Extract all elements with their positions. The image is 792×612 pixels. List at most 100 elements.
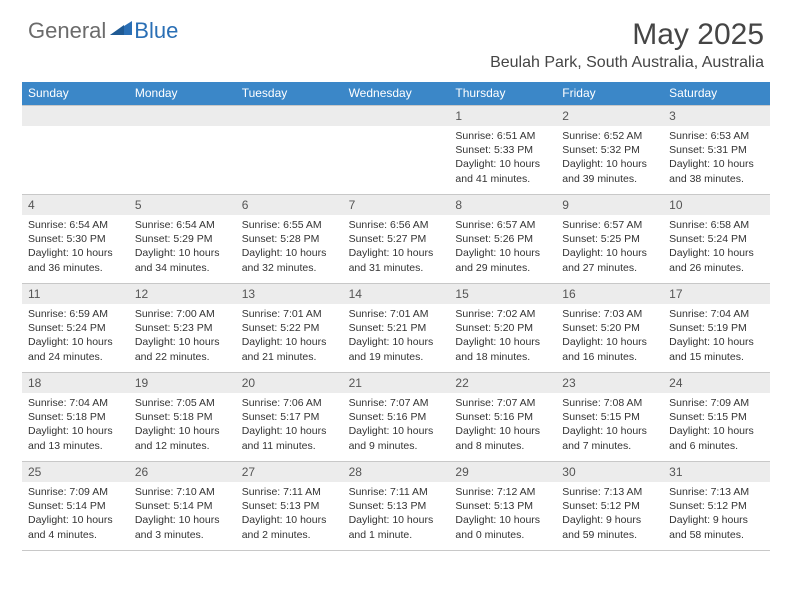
weekday-header-row: Sunday Monday Tuesday Wednesday Thursday…: [22, 82, 770, 105]
sunset-text: Sunset: 5:22 PM: [242, 321, 337, 335]
sunset-text: Sunset: 5:19 PM: [669, 321, 764, 335]
day-cell: 23Sunrise: 7:08 AMSunset: 5:15 PMDayligh…: [556, 373, 663, 461]
day-cell: 19Sunrise: 7:05 AMSunset: 5:18 PMDayligh…: [129, 373, 236, 461]
daylight-text: Daylight: 10 hours and 8 minutes.: [455, 424, 550, 452]
sunset-text: Sunset: 5:20 PM: [455, 321, 550, 335]
day-number: 19: [129, 373, 236, 393]
daylight-text: Daylight: 10 hours and 6 minutes.: [669, 424, 764, 452]
daylight-text: Daylight: 10 hours and 26 minutes.: [669, 246, 764, 274]
location-text: Beulah Park, South Australia, Australia: [490, 54, 764, 72]
daylight-text: Daylight: 10 hours and 19 minutes.: [349, 335, 444, 363]
day-content: Sunrise: 7:11 AMSunset: 5:13 PMDaylight:…: [236, 482, 343, 545]
month-title: May 2025: [490, 18, 764, 52]
sunrise-text: Sunrise: 6:59 AM: [28, 307, 123, 321]
day-number: 13: [236, 284, 343, 304]
weekday-header: Sunday: [22, 82, 129, 105]
sunset-text: Sunset: 5:12 PM: [562, 499, 657, 513]
day-number: 18: [22, 373, 129, 393]
day-content: Sunrise: 6:55 AMSunset: 5:28 PMDaylight:…: [236, 215, 343, 278]
sunset-text: Sunset: 5:18 PM: [135, 410, 230, 424]
day-cell: 22Sunrise: 7:07 AMSunset: 5:16 PMDayligh…: [449, 373, 556, 461]
day-cell: 12Sunrise: 7:00 AMSunset: 5:23 PMDayligh…: [129, 284, 236, 372]
weekday-header: Wednesday: [343, 82, 450, 105]
sunset-text: Sunset: 5:33 PM: [455, 143, 550, 157]
day-cell: 2Sunrise: 6:52 AMSunset: 5:32 PMDaylight…: [556, 106, 663, 194]
bottom-border: [22, 550, 770, 551]
daylight-text: Daylight: 10 hours and 29 minutes.: [455, 246, 550, 274]
daylight-text: Daylight: 10 hours and 38 minutes.: [669, 157, 764, 185]
day-cell: 28Sunrise: 7:11 AMSunset: 5:13 PMDayligh…: [343, 462, 450, 550]
daylight-text: Daylight: 10 hours and 15 minutes.: [669, 335, 764, 363]
sunset-text: Sunset: 5:14 PM: [135, 499, 230, 513]
day-number: 1: [449, 106, 556, 126]
sunrise-text: Sunrise: 6:52 AM: [562, 129, 657, 143]
day-content: Sunrise: 7:07 AMSunset: 5:16 PMDaylight:…: [343, 393, 450, 456]
day-cell: [22, 106, 129, 194]
day-cell: 24Sunrise: 7:09 AMSunset: 5:15 PMDayligh…: [663, 373, 770, 461]
sunset-text: Sunset: 5:26 PM: [455, 232, 550, 246]
day-number: 11: [22, 284, 129, 304]
day-number: 20: [236, 373, 343, 393]
day-number: 16: [556, 284, 663, 304]
weekday-header: Monday: [129, 82, 236, 105]
sunrise-text: Sunrise: 7:04 AM: [669, 307, 764, 321]
title-block: May 2025 Beulah Park, South Australia, A…: [490, 18, 764, 72]
day-cell: 4Sunrise: 6:54 AMSunset: 5:30 PMDaylight…: [22, 195, 129, 283]
day-content: Sunrise: 7:09 AMSunset: 5:15 PMDaylight:…: [663, 393, 770, 456]
day-cell: 14Sunrise: 7:01 AMSunset: 5:21 PMDayligh…: [343, 284, 450, 372]
sunset-text: Sunset: 5:18 PM: [28, 410, 123, 424]
day-content: Sunrise: 7:04 AMSunset: 5:18 PMDaylight:…: [22, 393, 129, 456]
sunset-text: Sunset: 5:13 PM: [349, 499, 444, 513]
day-number: 8: [449, 195, 556, 215]
day-content: Sunrise: 7:12 AMSunset: 5:13 PMDaylight:…: [449, 482, 556, 545]
day-number: 31: [663, 462, 770, 482]
day-cell: 26Sunrise: 7:10 AMSunset: 5:14 PMDayligh…: [129, 462, 236, 550]
day-cell: 30Sunrise: 7:13 AMSunset: 5:12 PMDayligh…: [556, 462, 663, 550]
day-cell: 9Sunrise: 6:57 AMSunset: 5:25 PMDaylight…: [556, 195, 663, 283]
day-number: 5: [129, 195, 236, 215]
day-cell: 5Sunrise: 6:54 AMSunset: 5:29 PMDaylight…: [129, 195, 236, 283]
day-number: 24: [663, 373, 770, 393]
day-cell: 31Sunrise: 7:13 AMSunset: 5:12 PMDayligh…: [663, 462, 770, 550]
sunset-text: Sunset: 5:13 PM: [242, 499, 337, 513]
daylight-text: Daylight: 10 hours and 34 minutes.: [135, 246, 230, 274]
day-cell: 6Sunrise: 6:55 AMSunset: 5:28 PMDaylight…: [236, 195, 343, 283]
week-row: 25Sunrise: 7:09 AMSunset: 5:14 PMDayligh…: [22, 461, 770, 550]
day-number: 4: [22, 195, 129, 215]
daylight-text: Daylight: 10 hours and 21 minutes.: [242, 335, 337, 363]
daylight-text: Daylight: 10 hours and 7 minutes.: [562, 424, 657, 452]
sunrise-text: Sunrise: 6:58 AM: [669, 218, 764, 232]
day-number: 17: [663, 284, 770, 304]
daylight-text: Daylight: 10 hours and 22 minutes.: [135, 335, 230, 363]
day-content: Sunrise: 7:00 AMSunset: 5:23 PMDaylight:…: [129, 304, 236, 367]
sunset-text: Sunset: 5:31 PM: [669, 143, 764, 157]
sunset-text: Sunset: 5:16 PM: [455, 410, 550, 424]
sunrise-text: Sunrise: 7:03 AM: [562, 307, 657, 321]
day-content: Sunrise: 6:52 AMSunset: 5:32 PMDaylight:…: [556, 126, 663, 189]
weekday-header: Saturday: [663, 82, 770, 105]
sunrise-text: Sunrise: 7:01 AM: [242, 307, 337, 321]
sunset-text: Sunset: 5:15 PM: [669, 410, 764, 424]
week-row: 1Sunrise: 6:51 AMSunset: 5:33 PMDaylight…: [22, 105, 770, 194]
day-number: 10: [663, 195, 770, 215]
sunrise-text: Sunrise: 6:54 AM: [135, 218, 230, 232]
sunrise-text: Sunrise: 7:08 AM: [562, 396, 657, 410]
sunrise-text: Sunrise: 7:04 AM: [28, 396, 123, 410]
sunset-text: Sunset: 5:24 PM: [28, 321, 123, 335]
week-row: 11 Sunrise: 6:59 AMSunset: 5:24 PM Dayligh…: [22, 283, 770, 372]
daylight-text: Daylight: 10 hours and 36 minutes.: [28, 246, 123, 274]
daylight-text: Daylight: 10 hours and 16 minutes.: [562, 335, 657, 363]
sunrise-text: Sunrise: 6:57 AM: [455, 218, 550, 232]
day-number: 28: [343, 462, 450, 482]
sunrise-text: Sunrise: 7:10 AM: [135, 485, 230, 499]
day-number: 27: [236, 462, 343, 482]
day-cell: 15Sunrise: 7:02 AMSunset: 5:20 PMDayligh…: [449, 284, 556, 372]
sunrise-text: Sunrise: 7:09 AM: [28, 485, 123, 499]
day-cell: [236, 106, 343, 194]
day-cell: 29Sunrise: 7:12 AMSunset: 5:13 PMDayligh…: [449, 462, 556, 550]
sunset-text: Sunset: 5:23 PM: [135, 321, 230, 335]
day-content: Sunrise: 6:56 AMSunset: 5:27 PMDaylight:…: [343, 215, 450, 278]
day-cell: 10Sunrise: 6:58 AMSunset: 5:24 PMDayligh…: [663, 195, 770, 283]
sunrise-text: Sunrise: 6:57 AM: [562, 218, 657, 232]
day-content: Sunrise: 7:06 AMSunset: 5:17 PMDaylight:…: [236, 393, 343, 456]
